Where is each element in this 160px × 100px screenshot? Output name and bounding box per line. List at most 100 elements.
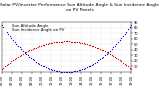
Point [25,51,28,53]
Point [105,51,108,53]
Point [43,66,46,67]
Point [109,50,111,52]
Point [8,35,11,37]
Point [86,43,88,45]
Point [109,53,111,55]
Point [94,46,96,48]
Point [15,43,18,45]
Point [20,48,23,50]
Point [71,41,73,42]
Point [100,57,103,59]
Point [81,42,83,44]
Point [91,64,93,66]
Point [51,42,54,44]
Point [77,42,80,43]
Point [51,69,54,71]
Point [45,66,47,68]
Point [117,41,119,43]
Point [123,63,126,65]
Point [99,58,101,60]
Point [77,70,80,71]
Point [54,41,57,43]
Point [32,48,34,50]
Point [35,47,37,48]
Point [10,61,13,62]
Point [107,52,109,53]
Point [58,71,60,72]
Point [48,43,50,44]
Point [76,41,78,43]
Point [115,43,118,45]
Point [104,50,106,52]
Point [69,41,72,42]
Point [17,45,19,46]
Point [112,55,114,57]
Point [110,54,113,56]
Point [102,56,105,57]
Point [22,53,24,55]
Point [128,26,131,28]
Point [92,46,95,47]
Point [4,29,6,30]
Point [99,48,101,50]
Point [4,66,6,67]
Point [74,70,77,72]
Point [33,47,36,49]
Point [30,57,32,59]
Point [118,59,121,61]
Point [79,69,82,71]
Point [41,65,44,66]
Point [15,57,18,59]
Point [76,70,78,72]
Point [72,41,75,43]
Point [40,45,42,46]
Point [28,50,31,51]
Legend: Sun Altitude Angle, Sun Incidence Angle on PV: Sun Altitude Angle, Sun Incidence Angle … [4,24,64,32]
Point [27,50,29,52]
Point [87,44,90,46]
Point [63,41,65,42]
Point [89,65,92,66]
Point [96,47,98,48]
Point [2,26,4,28]
Point [13,41,16,43]
Point [64,41,67,42]
Point [66,71,68,73]
Point [61,41,64,42]
Point [125,31,128,32]
Point [130,68,132,70]
Point [58,41,60,43]
Point [82,43,85,44]
Point [46,67,49,69]
Point [68,41,70,42]
Point [25,53,28,55]
Point [28,56,31,57]
Point [22,50,24,52]
Point [30,49,32,50]
Point [68,71,70,73]
Point [53,42,55,43]
Point [115,57,118,59]
Point [32,58,34,60]
Point [123,33,126,35]
Point [92,63,95,65]
Point [36,46,39,48]
Point [84,43,87,45]
Point [72,71,75,72]
Point [8,62,11,63]
Point [125,64,128,66]
Point [48,68,50,70]
Point [86,66,88,68]
Point [64,71,67,73]
Point [81,68,83,70]
Point [130,24,132,26]
Point [104,55,106,56]
Point [59,41,62,42]
Point [102,50,105,51]
Point [120,37,123,39]
Point [122,62,124,63]
Point [2,67,4,69]
Point [12,39,14,41]
Point [40,64,42,66]
Point [97,47,100,49]
